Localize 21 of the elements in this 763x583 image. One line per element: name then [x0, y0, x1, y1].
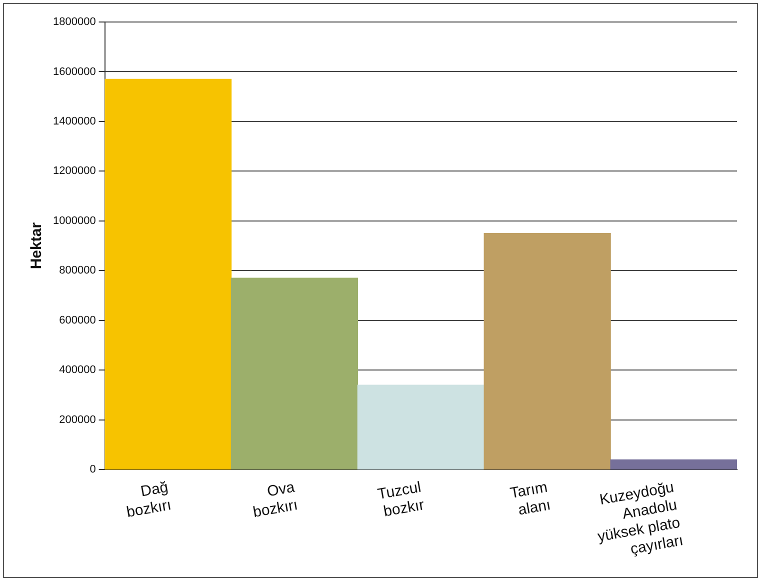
x-tick-label: Tarım alanı: [508, 478, 552, 519]
y-tick-label: 1000000: [52, 214, 96, 227]
x-tick-label: Tuzcul bozkır: [376, 478, 426, 520]
y-tick-label: 600000: [59, 314, 96, 326]
bar: [104, 78, 232, 470]
bar: [484, 233, 611, 470]
y-tick-label: 800000: [59, 264, 96, 277]
bar: [230, 278, 358, 470]
y-tick-label: 1800000: [52, 16, 96, 28]
bar: [610, 459, 737, 470]
y-tick-label: 200000: [59, 414, 96, 426]
y-tick-label: 400000: [59, 364, 96, 376]
y-axis-title: Hektar: [28, 222, 46, 270]
x-tick-label: Ova bozkırı: [252, 478, 300, 522]
bar: [357, 384, 484, 470]
x-tick-label: Kuzeydoğu Anadolu yüksek plato çayırları: [596, 478, 685, 558]
y-tick-label: 0: [90, 464, 96, 476]
x-tick-label: Dağ bozkırı: [125, 478, 173, 522]
y-tick-label: 1400000: [52, 116, 96, 128]
y-tick-label: 1200000: [52, 165, 96, 178]
y-tick-label: 1600000: [52, 66, 96, 78]
